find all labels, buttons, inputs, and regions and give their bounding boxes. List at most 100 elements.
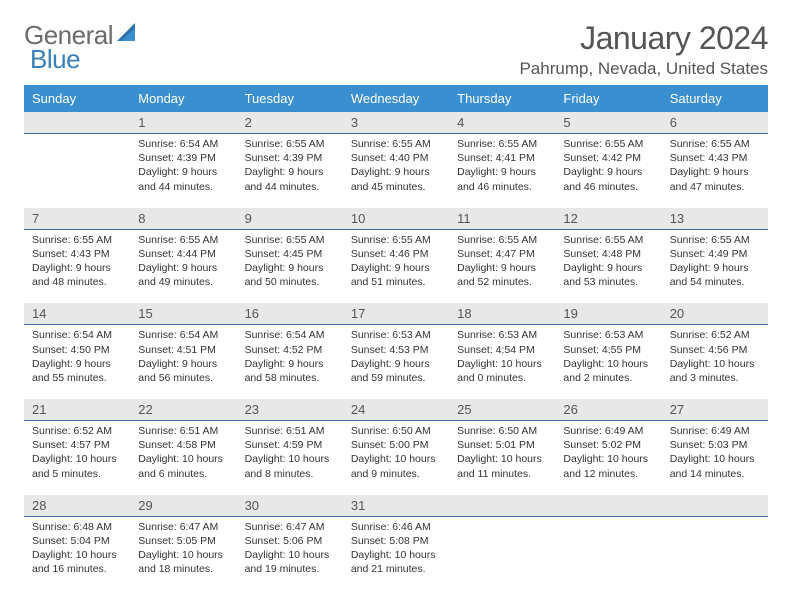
sunset-text: Sunset: 4:59 PM [245,438,335,452]
sunrise-text: Sunrise: 6:55 AM [245,137,335,151]
sunrise-text: Sunrise: 6:53 AM [457,328,547,342]
sunset-text: Sunset: 5:04 PM [32,534,122,548]
sunset-text: Sunset: 4:42 PM [563,151,653,165]
day-number: 19 [555,303,661,324]
day-cell: Sunrise: 6:55 AMSunset: 4:39 PMDaylight:… [237,134,343,200]
day-cell [662,517,768,575]
daylight-text-1: Daylight: 9 hours [563,261,653,275]
sunrise-text: Sunrise: 6:55 AM [670,233,760,247]
daylight-text-2: and 56 minutes. [138,371,228,385]
day-cell: Sunrise: 6:55 AMSunset: 4:44 PMDaylight:… [130,230,236,296]
day-number: 17 [343,303,449,324]
day-number: 4 [449,112,555,133]
daylight-text-2: and 59 minutes. [351,371,441,385]
sunset-text: Sunset: 4:57 PM [32,438,122,452]
daylight-text-1: Daylight: 9 hours [138,261,228,275]
daylight-text-2: and 6 minutes. [138,467,228,481]
sunrise-text: Sunrise: 6:47 AM [138,520,228,534]
sunrise-text: Sunrise: 6:50 AM [351,424,441,438]
spacer-row [24,295,768,303]
sunrise-text: Sunrise: 6:53 AM [351,328,441,342]
daylight-text-1: Daylight: 10 hours [563,357,653,371]
sunset-text: Sunset: 4:39 PM [138,151,228,165]
daylight-text-1: Daylight: 9 hours [351,165,441,179]
day-number: 14 [24,303,130,324]
sunrise-text: Sunrise: 6:53 AM [563,328,653,342]
daylight-text-1: Daylight: 9 hours [138,357,228,371]
day-cell: Sunrise: 6:55 AMSunset: 4:43 PMDaylight:… [662,134,768,200]
day-number: 10 [343,208,449,229]
logo-sail-icon [117,23,139,48]
day-cell: Sunrise: 6:47 AMSunset: 5:05 PMDaylight:… [130,517,236,583]
sunset-text: Sunset: 4:53 PM [351,343,441,357]
daylight-text-1: Daylight: 9 hours [457,165,547,179]
day-cell: Sunrise: 6:55 AMSunset: 4:42 PMDaylight:… [555,134,661,200]
day-cell: Sunrise: 6:52 AMSunset: 4:56 PMDaylight:… [662,325,768,391]
sunset-text: Sunset: 5:08 PM [351,534,441,548]
daylight-text-1: Daylight: 10 hours [32,548,122,562]
day-number: 28 [24,495,130,516]
sunrise-text: Sunrise: 6:51 AM [138,424,228,438]
day-number: 27 [662,399,768,420]
daylight-text-1: Daylight: 10 hours [351,452,441,466]
day-cell: Sunrise: 6:54 AMSunset: 4:50 PMDaylight:… [24,325,130,391]
weekday-header: Monday [130,85,236,112]
day-cell: Sunrise: 6:51 AMSunset: 4:58 PMDaylight:… [130,421,236,487]
daylight-text-2: and 9 minutes. [351,467,441,481]
day-cell [449,517,555,575]
spacer-row [24,487,768,495]
sunrise-text: Sunrise: 6:54 AM [138,328,228,342]
weekday-header: Thursday [449,85,555,112]
location-subtitle: Pahrump, Nevada, United States [519,59,768,79]
day-number: 20 [662,303,768,324]
sunrise-text: Sunrise: 6:50 AM [457,424,547,438]
sunrise-text: Sunrise: 6:55 AM [138,233,228,247]
daylight-text-1: Daylight: 9 hours [670,261,760,275]
weekday-header: Saturday [662,85,768,112]
sunset-text: Sunset: 4:46 PM [351,247,441,261]
sunrise-text: Sunrise: 6:49 AM [670,424,760,438]
daylight-text-2: and 55 minutes. [32,371,122,385]
logo-text-blue: Blue [30,44,80,74]
sunrise-text: Sunrise: 6:49 AM [563,424,653,438]
sunrise-text: Sunrise: 6:46 AM [351,520,441,534]
day-cell: Sunrise: 6:51 AMSunset: 4:59 PMDaylight:… [237,421,343,487]
day-cell: Sunrise: 6:55 AMSunset: 4:43 PMDaylight:… [24,230,130,296]
daylight-text-1: Daylight: 10 hours [670,452,760,466]
sunset-text: Sunset: 4:45 PM [245,247,335,261]
day-data-row: Sunrise: 6:52 AMSunset: 4:57 PMDaylight:… [24,421,768,487]
sunset-text: Sunset: 4:39 PM [245,151,335,165]
day-cell: Sunrise: 6:53 AMSunset: 4:54 PMDaylight:… [449,325,555,391]
daylight-text-1: Daylight: 10 hours [457,452,547,466]
sunrise-text: Sunrise: 6:55 AM [351,137,441,151]
day-number [555,495,661,501]
sunrise-text: Sunrise: 6:51 AM [245,424,335,438]
sunset-text: Sunset: 5:05 PM [138,534,228,548]
day-number: 9 [237,208,343,229]
daylight-text-1: Daylight: 10 hours [351,548,441,562]
daylight-text-1: Daylight: 10 hours [138,452,228,466]
sunrise-text: Sunrise: 6:54 AM [245,328,335,342]
daylight-text-2: and 52 minutes. [457,275,547,289]
day-number: 12 [555,208,661,229]
daylight-text-2: and 48 minutes. [32,275,122,289]
day-cell: Sunrise: 6:48 AMSunset: 5:04 PMDaylight:… [24,517,130,583]
spacer-row [24,391,768,399]
day-number [662,495,768,501]
day-number [24,112,130,118]
sunset-text: Sunset: 5:00 PM [351,438,441,452]
day-number: 25 [449,399,555,420]
day-cell: Sunrise: 6:55 AMSunset: 4:46 PMDaylight:… [343,230,449,296]
day-cell: Sunrise: 6:55 AMSunset: 4:45 PMDaylight:… [237,230,343,296]
daylight-text-1: Daylight: 9 hours [351,357,441,371]
day-number-row: 14151617181920 [24,303,768,325]
spacer-row [24,200,768,208]
day-cell: Sunrise: 6:53 AMSunset: 4:55 PMDaylight:… [555,325,661,391]
weekday-header: Wednesday [343,85,449,112]
sunrise-text: Sunrise: 6:54 AM [32,328,122,342]
daylight-text-2: and 14 minutes. [670,467,760,481]
day-cell: Sunrise: 6:54 AMSunset: 4:52 PMDaylight:… [237,325,343,391]
daylight-text-1: Daylight: 9 hours [245,165,335,179]
daylight-text-2: and 54 minutes. [670,275,760,289]
day-number-row: 28293031 [24,495,768,517]
